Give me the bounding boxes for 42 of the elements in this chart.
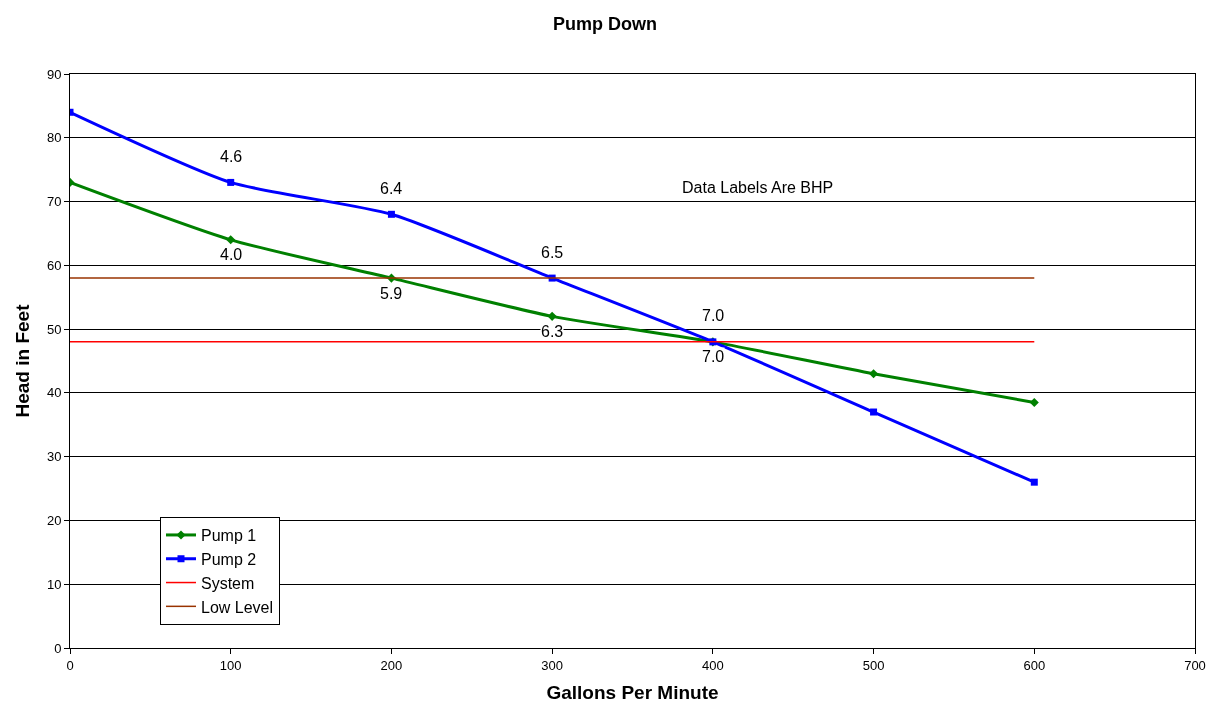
annotation: 6.4 [380,180,403,197]
annotation: Data Labels Are BHP [682,179,834,196]
point [870,408,878,416]
y-tick-label: 90 [46,66,62,82]
point [1030,478,1038,486]
x-tick-label: 600 [1023,657,1046,673]
y-tick-label: 40 [46,385,62,401]
chart-title: Pump Down [553,14,657,35]
x-tick-label: 500 [862,657,885,673]
annotation: 6.5 [541,244,564,261]
x-tick-label: 200 [380,657,403,673]
annotation: 6.3 [541,323,564,340]
legend-label: System [201,574,255,592]
x-tick-label: 700 [1184,657,1206,673]
y-tick-label: 0 [54,640,62,656]
y-tick-label: 10 [46,576,62,592]
x-axis-title: Gallons Per Minute [546,682,719,704]
point [387,210,395,218]
y-tick-label: 70 [46,194,62,210]
y-tick-label: 80 [46,130,62,146]
annotation: 7.0 [702,348,725,365]
legend-label: Pump 2 [201,550,257,568]
y-tick-label: 60 [46,257,62,273]
annotation: 4.0 [220,246,243,263]
y-axis-title: Head in Feet [11,303,33,418]
legend-label: Low Level [201,598,274,616]
legend-label: Pump 1 [201,527,257,545]
y-tick-label: 50 [46,321,62,337]
annotation: 5.9 [380,285,403,302]
point [547,311,557,321]
x-tick-label: 300 [541,657,563,673]
annotation: 4.6 [220,148,243,165]
x-tick-label: 100 [219,657,242,673]
y-tick-label: 20 [46,512,62,528]
point [227,178,235,186]
y-tick-label: 30 [46,449,62,465]
point [869,369,879,379]
x-tick-label: 0 [66,657,74,673]
x-tick-label: 400 [702,657,724,673]
annotation: 7.0 [702,307,725,324]
point [1029,397,1039,408]
point [226,235,236,245]
